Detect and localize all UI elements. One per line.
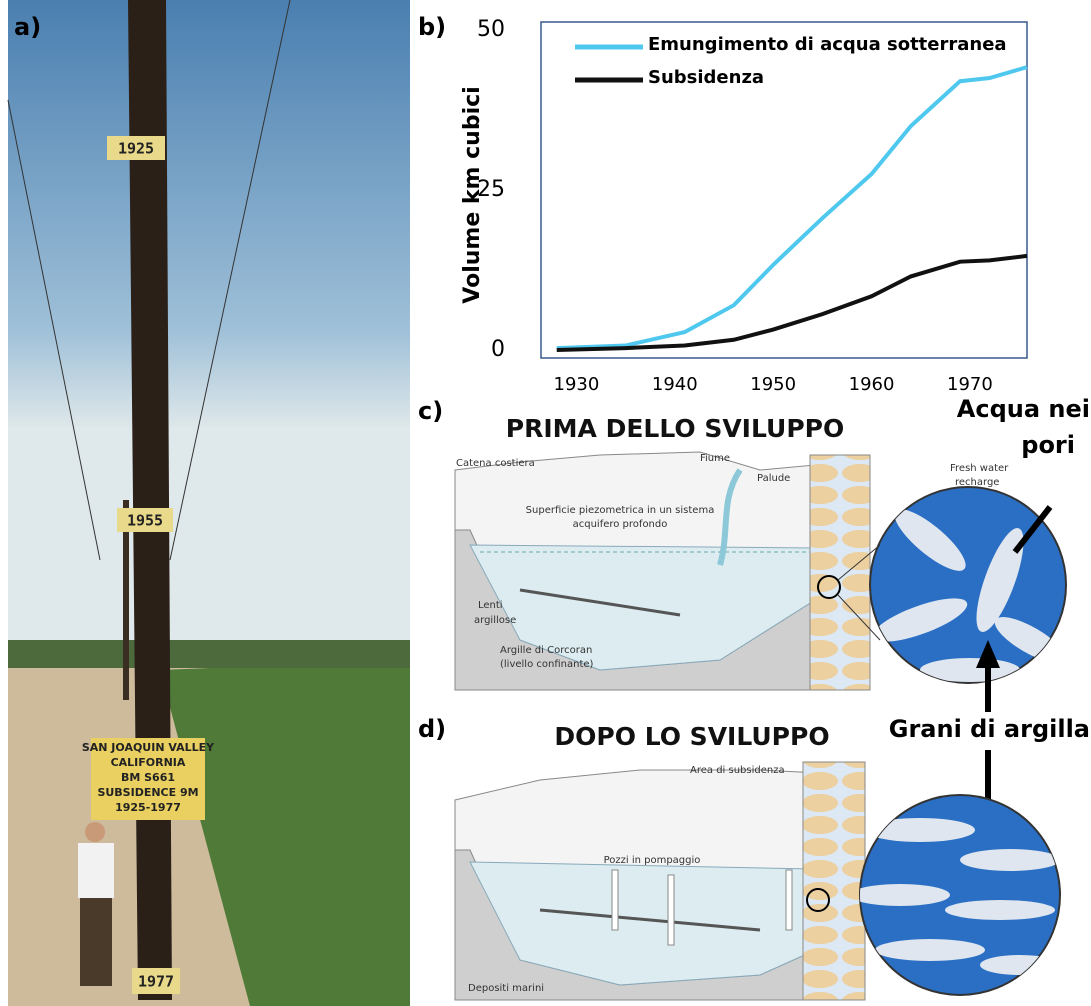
label: (livello confinante) xyxy=(500,659,594,670)
panel-label: a) xyxy=(14,13,41,41)
data-line xyxy=(557,256,1027,350)
figure: a) 1925 1955 1977 SAN JOAQUIN VALLEY CAL… xyxy=(0,0,1091,1006)
panel-title: DOPO LO SVILUPPO xyxy=(554,722,829,751)
sign-text: BM S661 xyxy=(121,771,175,784)
x-tick-label: 1950 xyxy=(750,374,796,395)
label: Superficie piezometrica in un sistema xyxy=(526,505,715,516)
photo: a) 1925 1955 1977 SAN JOAQUIN VALLEY CAL… xyxy=(8,0,410,1006)
sign: 1977 xyxy=(138,973,174,991)
sign-text: SUBSIDENCE 9M xyxy=(97,786,198,799)
sign-text: SAN JOAQUIN VALLEY xyxy=(82,741,215,754)
legend-label: Emungimento di acqua sotterranea xyxy=(648,34,1007,55)
label: Catena costiera xyxy=(456,458,535,469)
panel-label: c) xyxy=(418,397,443,425)
label: acquifero profondo xyxy=(573,519,668,530)
callout: Grani di argilla xyxy=(889,715,1090,743)
panel-label: d) xyxy=(418,715,446,743)
label: Depositi marini xyxy=(468,983,544,994)
sign-text: CALIFORNIA xyxy=(111,756,186,769)
x-tick-label: 1930 xyxy=(554,374,600,395)
label: Pozzi in pompaggio xyxy=(604,855,701,866)
panel-title: PRIMA DELLO SVILUPPO xyxy=(506,414,844,443)
x-tick-label: 1960 xyxy=(849,374,895,395)
label: Lenti xyxy=(478,600,503,611)
legend-label: Subsidenza xyxy=(648,67,764,88)
label: recharge xyxy=(955,477,999,488)
label: Area di subsidenza xyxy=(690,765,785,776)
data-line xyxy=(557,67,1027,348)
label: argillose xyxy=(474,615,516,626)
label: Fresh water xyxy=(950,463,1009,474)
label: Argille di Corcoran xyxy=(500,645,592,656)
x-tick-label: 1940 xyxy=(652,374,698,395)
callout: Acqua nei xyxy=(957,395,1090,423)
sign-text: 1925-1977 xyxy=(115,801,181,814)
sign: 1925 xyxy=(118,140,154,158)
callout: pori xyxy=(1021,431,1075,459)
y-tick-label: 0 xyxy=(491,337,505,362)
y-tick-label: 50 xyxy=(477,17,505,42)
label: Fiume xyxy=(700,453,730,464)
x-tick-label: 1970 xyxy=(947,374,993,395)
y-tick-label: 25 xyxy=(477,177,505,202)
plot-frame xyxy=(541,22,1027,358)
sign: 1955 xyxy=(127,512,163,530)
label: Palude xyxy=(757,473,790,484)
diagram-after: d) DOPO LO SVILUPPO Area di subsidenza P… xyxy=(418,715,1060,1000)
panel-label: b) xyxy=(418,13,446,41)
